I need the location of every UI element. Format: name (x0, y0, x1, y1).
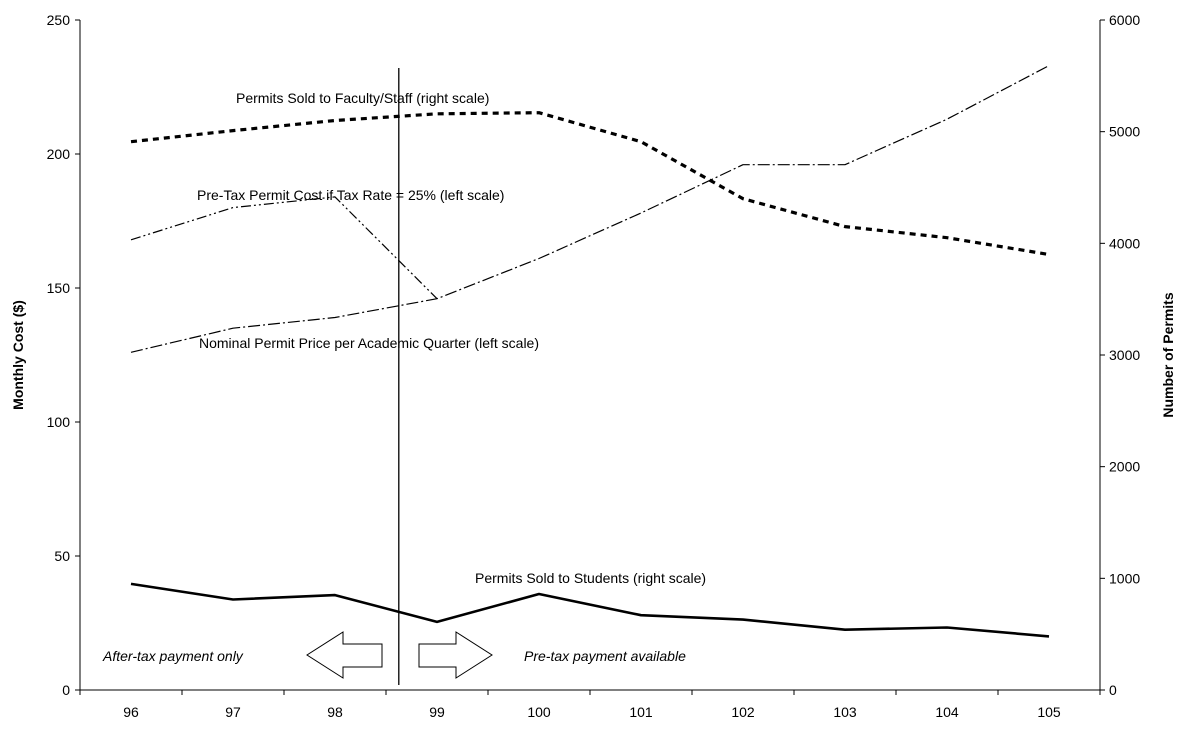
x-tick-label: 105 (1037, 704, 1061, 720)
left-ticks: 0 50 100 150 200 250 (47, 12, 80, 698)
right-arrow-icon (418, 631, 493, 679)
x-tick-label: 96 (123, 704, 139, 720)
right-tick-label: 5000 (1109, 124, 1140, 140)
x-tick-label: 98 (327, 704, 343, 720)
left-tick-label: 100 (47, 414, 71, 430)
series-line-2 (130, 65, 1050, 353)
left-tick-label: 200 (47, 146, 71, 162)
x-tick-label: 102 (731, 704, 755, 720)
x-tick-label: 103 (833, 704, 857, 720)
right-tick-label: 4000 (1109, 235, 1140, 251)
label-pretax-cost: Pre-Tax Permit Cost if Tax Rate = 25% (l… (197, 187, 504, 203)
x-tick-label: 99 (429, 704, 445, 720)
right-tick-label: 2000 (1109, 459, 1140, 475)
right-tick-label: 0 (1109, 682, 1117, 698)
label-faculty-staff: Permits Sold to Faculty/Staff (right sca… (236, 90, 489, 106)
left-tick-label: 0 (62, 682, 70, 698)
label-nominal-price: Nominal Permit Price per Academic Quarte… (199, 335, 539, 351)
left-arrow-icon (306, 631, 383, 679)
x-tick-label: 104 (935, 704, 959, 720)
right-ticks: 0 1000 2000 3000 4000 5000 6000 (1100, 12, 1140, 698)
right-tick-label: 3000 (1109, 347, 1140, 363)
series-layer (130, 65, 1050, 638)
left-axis-title: Monthly Cost ($) (10, 300, 26, 410)
right-axis-title: Number of Permits (1160, 292, 1176, 417)
axes (79, 20, 1101, 691)
x-ticks: 96 97 98 99 100 101 102 103 104 105 (79, 690, 1101, 720)
right-tick-label: 1000 (1109, 570, 1140, 586)
label-students: Permits Sold to Students (right scale) (475, 570, 706, 586)
x-tick-label: 101 (629, 704, 653, 720)
left-tick-label: 50 (54, 548, 70, 564)
left-tick-label: 250 (47, 12, 71, 28)
annotation-before: After-tax payment only (102, 648, 244, 664)
right-tick-label: 6000 (1109, 12, 1140, 28)
x-tick-label: 97 (225, 704, 241, 720)
x-tick-label: 100 (527, 704, 551, 720)
series-line-0 (130, 111, 1050, 257)
series-line-1 (130, 196, 438, 300)
left-tick-label: 150 (47, 280, 71, 296)
annotation-after: Pre-tax payment available (524, 648, 686, 664)
series-line-3 (130, 582, 1050, 638)
